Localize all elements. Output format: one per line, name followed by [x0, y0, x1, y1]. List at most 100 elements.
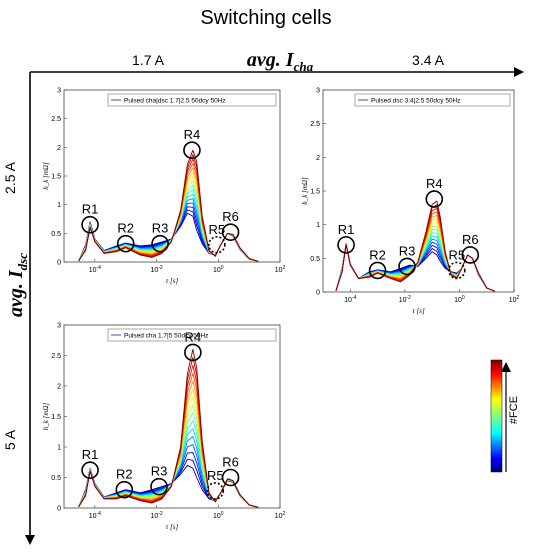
fce-curve: [78, 149, 259, 262]
peak-label-r1: R1: [82, 202, 99, 217]
peak-marker-r6: [221, 468, 240, 487]
y-tick-label: 1.5: [51, 414, 61, 421]
peak-marker-r2: [368, 261, 387, 280]
peak-marker-r3: [398, 257, 416, 276]
x-tick-label: 102: [509, 295, 520, 304]
y-tick-label: 3: [57, 88, 61, 95]
x-tick-label: 100: [454, 295, 465, 304]
x-tick-label: 10-4: [89, 265, 101, 274]
row-label-1: 2.5 A: [2, 161, 18, 194]
y-tick-label: 0.5: [310, 256, 320, 263]
legend-box: [354, 93, 511, 107]
peak-marker-r2: [116, 234, 135, 253]
y-tick-label: 2: [57, 384, 61, 391]
y-tick-label: 2.5: [310, 121, 320, 128]
y-axis-title: avg. Idsc: [5, 253, 30, 317]
y-tick-label: 1: [57, 445, 61, 452]
y-tick-label: 3: [316, 88, 320, 95]
peak-marker-r3: [150, 477, 168, 496]
peak-label-r1: R1: [338, 222, 355, 237]
plot-frame: [63, 324, 281, 509]
y-tick-label: 0: [57, 260, 61, 267]
panel-3: 0 0.5 1 1.5 2 2.5 3 10-4 10-2 100 102 h_k [mΩ] τ [s]…: [42, 323, 286, 532]
legend: Pulsed dsc 3.4|2.5 50dcy 50Hz: [354, 93, 511, 107]
peak-label-r2: R2: [117, 221, 134, 236]
peak-label-r6: R6: [462, 232, 479, 247]
col-label-2: 3.4 A: [412, 52, 445, 68]
legend-text: Pulsed cha 1.7|5 50dcy 50Hz: [124, 333, 208, 340]
x-tick-label: 100: [213, 265, 224, 274]
col-label-1: 1.7 A: [132, 52, 165, 68]
colorbar-label: #FCE: [508, 396, 520, 424]
y-tick-label: 0.5: [51, 475, 61, 482]
y-tick-label: 0: [57, 506, 61, 513]
peak-marker-r4: [184, 343, 202, 362]
peak-label-r4: R4: [185, 329, 202, 344]
fce-curve: [78, 348, 259, 508]
x-tick-label: 10-2: [150, 265, 162, 274]
peak-label-r5: R5: [207, 468, 224, 483]
peak-marker-r3: [151, 234, 169, 253]
y-tick-label: 2.5: [51, 116, 61, 123]
peak-label-r5: R5: [209, 222, 226, 237]
peak-marker-r5: [447, 261, 466, 280]
row-label-2: 5 A: [2, 429, 18, 450]
peak-label-r2: R2: [369, 247, 386, 262]
curve-family: [78, 348, 259, 508]
figure-title: Switching cells: [200, 7, 331, 29]
y-tick-label: 1.5: [51, 174, 61, 181]
y-tick-label: 1: [57, 202, 61, 209]
y-axis-label: h_k [mΩ]: [301, 177, 309, 205]
peak-marker-r4: [425, 190, 444, 208]
curve-family: [335, 200, 496, 292]
x-tick-label: 10-4: [344, 295, 356, 304]
peak-marker-r2: [115, 480, 134, 499]
peak-label-r3: R3: [399, 243, 416, 258]
x-axis-title: avg. Icha: [247, 49, 314, 74]
plot-frame: [63, 89, 281, 263]
peak-label-r6: R6: [222, 209, 239, 224]
x-tick-label: 10-4: [89, 511, 101, 520]
y-tick-label: 0: [316, 290, 320, 297]
y-tick-label: 2: [57, 145, 61, 152]
x-tick-label: 10-2: [399, 295, 411, 304]
peak-marker-r6: [221, 223, 240, 241]
peak-label-r3: R3: [151, 464, 168, 479]
peak-label-r1: R1: [82, 447, 99, 462]
x-tick-label: 10-2: [150, 511, 162, 520]
peak-label-r4: R4: [184, 127, 201, 142]
y-tick-label: 1.5: [310, 189, 320, 196]
legend-box: [107, 93, 277, 107]
y-tick-label: 2.5: [51, 353, 61, 360]
panel-1: 0 0.5 1 1.5 2 2.5 3 10-4 10-2 100 102 h_k [mΩ] τ [s]…: [42, 88, 286, 286]
peak-marker-r1: [81, 215, 99, 234]
legend-box: [107, 328, 277, 342]
peak-marker-r5: [208, 236, 226, 254]
legend-text: Pulsed cha|dsc 1.7|2.5 50dcy 50Hz: [124, 98, 226, 105]
peak-label-r3: R3: [152, 221, 169, 236]
x-tick-label: 100: [213, 511, 224, 520]
x-axis-label: τ [s]: [166, 277, 179, 285]
y-tick-label: 3: [57, 323, 61, 330]
y-axis-label: h_k [mΩ]: [42, 403, 50, 431]
peak-label-r4: R4: [426, 176, 443, 191]
x-axis-label: τ [s]: [412, 307, 425, 315]
x-tick-label: 102: [275, 511, 286, 520]
peak-label-r5: R5: [448, 247, 465, 262]
y-tick-label: 2: [316, 155, 320, 162]
peak-label-r6: R6: [222, 455, 239, 470]
legend: Pulsed cha|dsc 1.7|2.5 50dcy 50Hz: [107, 93, 277, 107]
fce-curve: [335, 200, 496, 292]
y-tick-label: 1: [316, 222, 320, 229]
panel-2: 0 0.5 1 1.5 2 2.5 3 10-4 10-2 100 102 h_k [mΩ] τ [s]…: [301, 88, 520, 316]
peak-label-r2: R2: [116, 467, 133, 482]
colorbar: [490, 359, 503, 473]
x-tick-label: 102: [275, 265, 286, 274]
legend: Pulsed cha 1.7|5 50dcy 50Hz: [107, 328, 277, 342]
peak-marker-r1: [337, 236, 355, 254]
curve-family: [78, 149, 259, 262]
peak-marker-r1: [81, 461, 99, 479]
x-axis-label: τ [s]: [166, 523, 179, 531]
